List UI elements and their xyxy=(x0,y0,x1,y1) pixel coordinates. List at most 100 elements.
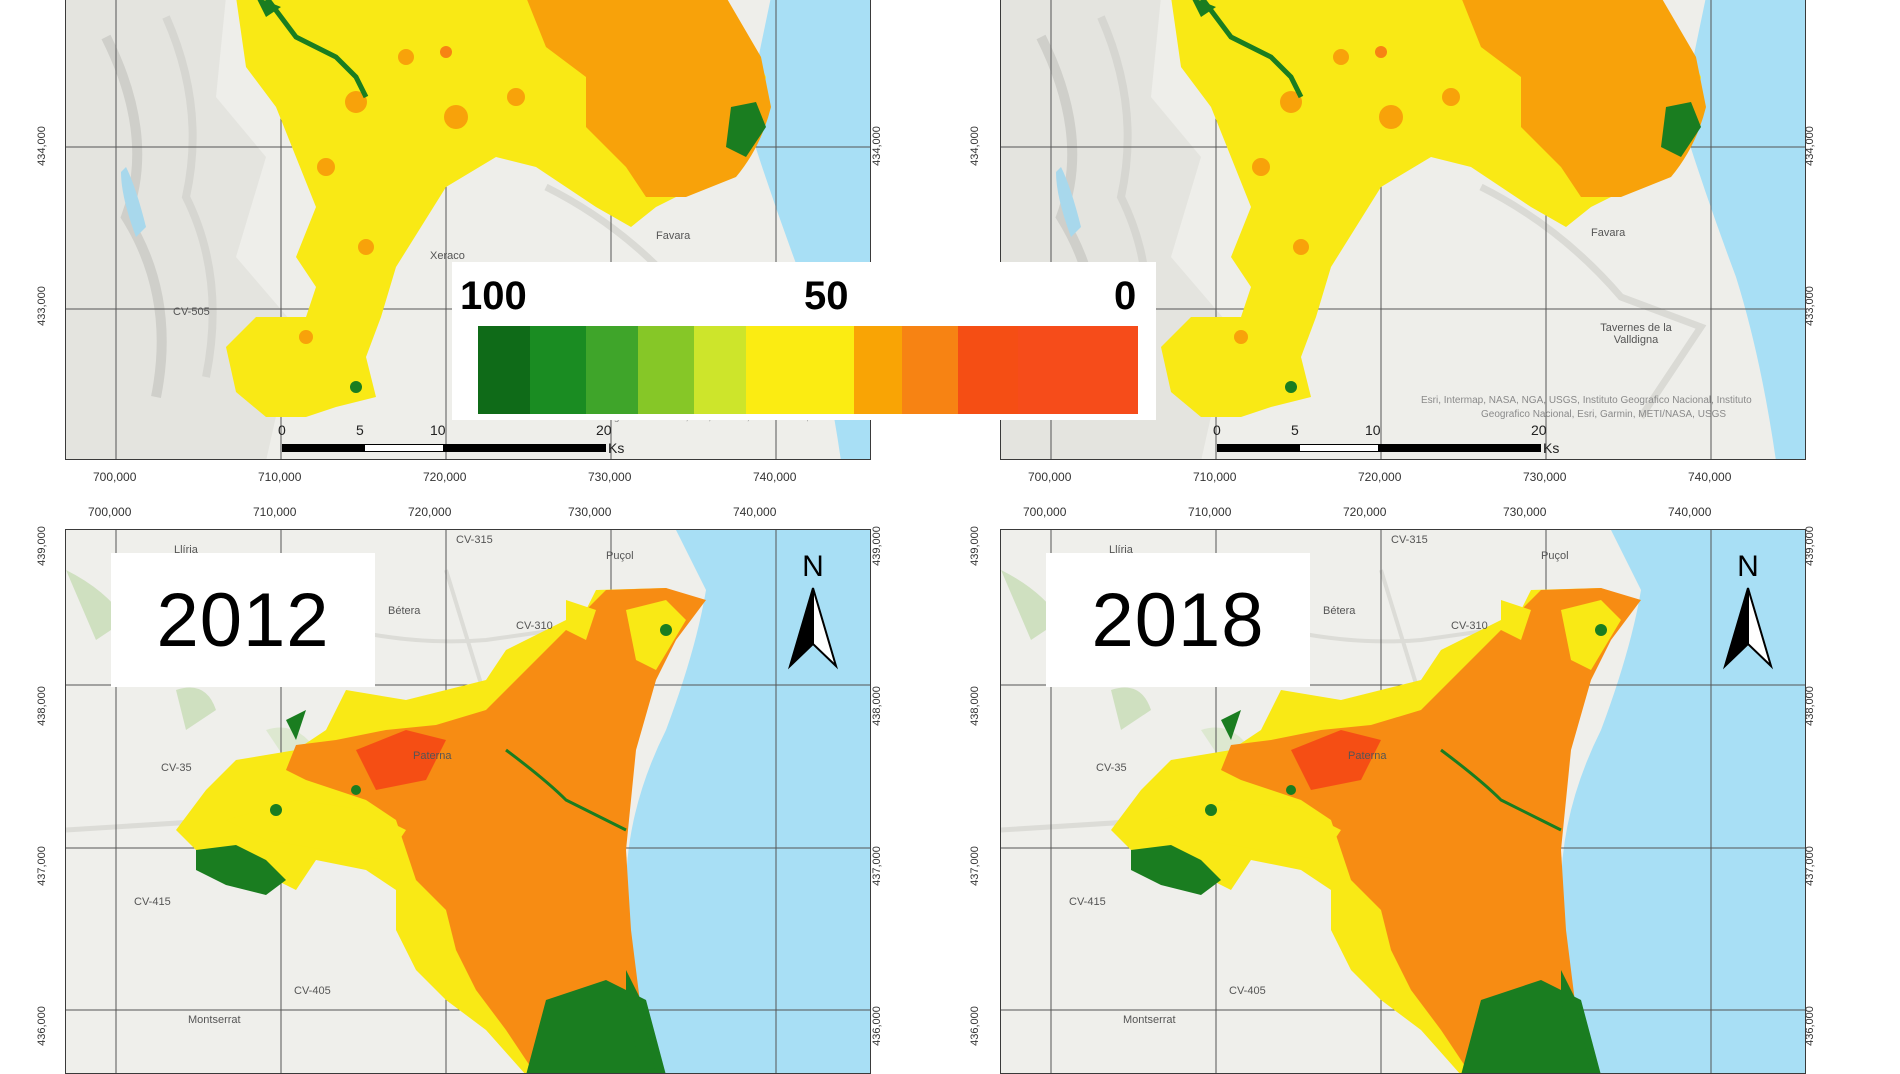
place-label-paterna: Paterna xyxy=(1348,750,1387,762)
x-tick-top-710000-br: 710,000 xyxy=(1188,505,1232,519)
scalebar-left: 0 5 10 20 Ks xyxy=(278,422,638,474)
place-label-betera: Bétera xyxy=(388,605,421,617)
place-label-cv405: CV-405 xyxy=(294,985,331,997)
x-tick-top-720000-bl: 720,000 xyxy=(408,505,452,519)
year-label: 2012 xyxy=(156,577,330,663)
x-tick-top-700000-bl: 700,000 xyxy=(88,505,132,519)
y-tick-437000-blr: 437,000 xyxy=(870,846,883,886)
place-label-cv405: CV-405 xyxy=(1229,985,1266,997)
y-tick-438000-bl: 438,000 xyxy=(35,686,48,726)
north-arrow: N xyxy=(1713,550,1783,670)
year-label-box: 2012 xyxy=(111,553,375,687)
x-tick-730000-tl: 730,000 xyxy=(588,470,632,484)
place-label-cv310: CV-310 xyxy=(516,620,553,632)
scalebar-label-5: 5 xyxy=(356,422,364,438)
y-tick-437000-bl: 437,000 xyxy=(35,846,48,886)
place-label-pucol: Puçol xyxy=(1541,550,1569,562)
x-tick-700000-tl: 700,000 xyxy=(93,470,137,484)
x-tick-top-730000-br: 730,000 xyxy=(1503,505,1547,519)
place-label-cv310: CV-310 xyxy=(1451,620,1488,632)
y-tick-434000-right: 434,000 xyxy=(1803,126,1816,166)
north-arrow-icon xyxy=(787,587,839,670)
place-label-cv415: CV-415 xyxy=(134,896,171,908)
map-panel-bottom-left: Llíria Bétera Puçol Paterna Montserrat C… xyxy=(65,529,871,1074)
place-label-cv: CV-505 xyxy=(173,306,210,318)
north-arrow-icon xyxy=(1722,587,1774,670)
scalebar-label-10: 10 xyxy=(430,422,446,438)
y-tick-438000-blr: 438,000 xyxy=(870,686,883,726)
place-label-paterna: Paterna xyxy=(413,750,452,762)
legend-swatch xyxy=(530,326,586,414)
x-tick-720000-tr: 720,000 xyxy=(1358,470,1402,484)
y-tick-436000-bl: 436,000 xyxy=(35,1006,48,1046)
y-tick-439000-blr: 439,000 xyxy=(870,526,883,566)
legend-swatch xyxy=(638,326,694,414)
scalebar-label-0: 0 xyxy=(278,422,286,438)
legend-label-mid: 50 xyxy=(804,274,849,318)
place-label-cv315: CV-315 xyxy=(1391,534,1428,546)
legend-gradient xyxy=(478,326,1138,414)
legend-swatch xyxy=(1018,326,1138,414)
legend-swatch xyxy=(902,326,958,414)
x-tick-740000-tr: 740,000 xyxy=(1688,470,1732,484)
attribution-line1: Esri, Intermap, NASA, NGA, USGS, Institu… xyxy=(1421,395,1752,406)
y-tick-439000-brl: 439,000 xyxy=(968,526,981,566)
place-label-favara: Favara xyxy=(1591,227,1626,239)
legend-label-high: 100 xyxy=(460,274,527,318)
scalebar-label-10: 10 xyxy=(1365,422,1381,438)
y-tick-433000-left: 433,000 xyxy=(35,286,48,326)
legend-swatch xyxy=(854,326,902,414)
place-label-betera: Bétera xyxy=(1323,605,1356,617)
y-tick-434000-left: 434,000 xyxy=(35,126,48,166)
place-label-cv315: CV-315 xyxy=(456,534,493,546)
y-tick-436000-brl: 436,000 xyxy=(968,1006,981,1046)
year-label-box: 2018 xyxy=(1046,553,1310,687)
place-label-tavernes: Tavernes de la Valldigna xyxy=(1600,322,1672,346)
attribution-line2: Geografico Nacional, Esri, Garmin, METI/… xyxy=(1481,409,1727,420)
x-tick-710000-tl: 710,000 xyxy=(258,470,302,484)
legend-swatch xyxy=(694,326,746,414)
y-tick-437000-brl: 437,000 xyxy=(968,846,981,886)
scalebar-right: 0 5 10 20 Ks xyxy=(1213,422,1573,474)
x-tick-740000-tl: 740,000 xyxy=(753,470,797,484)
place-label-pucol: Puçol xyxy=(606,550,634,562)
legend-swatch xyxy=(586,326,638,414)
x-tick-top-730000-bl: 730,000 xyxy=(568,505,612,519)
x-tick-700000-tr: 700,000 xyxy=(1028,470,1072,484)
map-panel-bottom-right: Llíria Bétera Puçol Paterna Montserrat C… xyxy=(1000,529,1806,1074)
color-legend: 100 50 0 xyxy=(452,262,1156,420)
scalebar-unit: Ks xyxy=(1543,440,1560,456)
y-tick-433000-right: 433,000 xyxy=(1803,286,1816,326)
x-tick-top-740000-br: 740,000 xyxy=(1668,505,1712,519)
y-tick-438000-brl: 438,000 xyxy=(968,686,981,726)
north-label: N xyxy=(1737,550,1759,583)
x-tick-top-710000-bl: 710,000 xyxy=(253,505,297,519)
place-label-favara: Favara xyxy=(656,230,691,242)
x-tick-720000-tl: 720,000 xyxy=(423,470,467,484)
x-tick-top-740000-bl: 740,000 xyxy=(733,505,777,519)
year-label: 2018 xyxy=(1091,577,1265,663)
place-label-montserrat: Montserrat xyxy=(1123,1014,1176,1026)
x-tick-730000-tr: 730,000 xyxy=(1523,470,1567,484)
legend-swatch xyxy=(958,326,1018,414)
place-label-raixent: Xeraco xyxy=(430,250,465,262)
x-tick-top-720000-br: 720,000 xyxy=(1343,505,1387,519)
y-tick-439000-bl: 439,000 xyxy=(35,526,48,566)
scalebar-label-0: 0 xyxy=(1213,422,1221,438)
scalebar-label-20: 20 xyxy=(596,422,612,438)
x-tick-710000-tr: 710,000 xyxy=(1193,470,1237,484)
place-label-montserrat: Montserrat xyxy=(188,1014,241,1026)
legend-swatch xyxy=(746,326,854,414)
y-tick-434000-rightcol-left: 434,000 xyxy=(968,126,981,166)
place-label-cv415: CV-415 xyxy=(1069,896,1106,908)
place-label-cv35: CV-35 xyxy=(1096,762,1127,774)
north-label: N xyxy=(802,550,824,583)
scalebar-label-5: 5 xyxy=(1291,422,1299,438)
place-label-cv35: CV-35 xyxy=(161,762,192,774)
y-tick-434000-mid: 434,000 xyxy=(870,126,883,166)
scalebar-label-20: 20 xyxy=(1531,422,1547,438)
north-arrow: N xyxy=(778,550,848,670)
scalebar-unit: Ks xyxy=(608,440,625,456)
y-tick-436000-blr: 436,000 xyxy=(870,1006,883,1046)
legend-label-low: 0 xyxy=(1114,274,1137,318)
